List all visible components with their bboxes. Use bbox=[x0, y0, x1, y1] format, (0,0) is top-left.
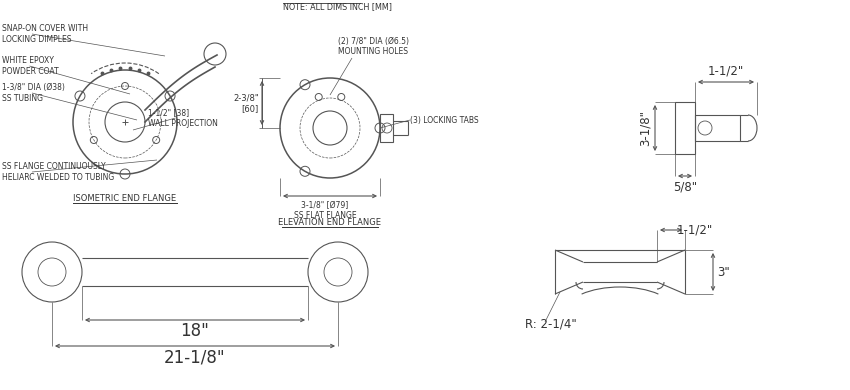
Text: R: 2-1/4": R: 2-1/4" bbox=[525, 317, 577, 330]
Text: SNAP-ON COVER WITH
LOCKING DIMPLES: SNAP-ON COVER WITH LOCKING DIMPLES bbox=[2, 24, 88, 44]
Text: SS FLANGE CONTINUOUSLY
HELIARC WELDED TO TUBING: SS FLANGE CONTINUOUSLY HELIARC WELDED TO… bbox=[2, 162, 114, 182]
Text: 3": 3" bbox=[717, 266, 730, 278]
Text: 18": 18" bbox=[180, 322, 209, 340]
Text: 1-1/2" [38]
WALL PROJECTION: 1-1/2" [38] WALL PROJECTION bbox=[148, 108, 218, 128]
Bar bbox=[675, 102, 695, 154]
Text: 1-1/2": 1-1/2" bbox=[677, 223, 713, 236]
Bar bbox=[380, 114, 393, 142]
Text: (3) LOCKING TABS: (3) LOCKING TABS bbox=[410, 115, 479, 124]
Text: 5/8": 5/8" bbox=[673, 180, 697, 193]
Text: NOTE: ALL DIMS INCH [MM]: NOTE: ALL DIMS INCH [MM] bbox=[283, 2, 392, 11]
Text: 3-1/8" [Ø79]
SS FLAT FLANGE: 3-1/8" [Ø79] SS FLAT FLANGE bbox=[294, 201, 356, 220]
Text: 21-1/8": 21-1/8" bbox=[164, 348, 226, 366]
Text: 1-1/2": 1-1/2" bbox=[708, 65, 744, 78]
Text: 2-3/8"
[60]: 2-3/8" [60] bbox=[234, 93, 259, 113]
Text: WHITE EPOXY
POWDER COAT: WHITE EPOXY POWDER COAT bbox=[2, 56, 59, 76]
Text: 1-3/8" DIA (Ø38)
SS TUBING: 1-3/8" DIA (Ø38) SS TUBING bbox=[2, 83, 65, 103]
Bar bbox=[695, 115, 740, 141]
Text: (2) 7/8" DIA (Ø6.5)
MOUNTING HOLES: (2) 7/8" DIA (Ø6.5) MOUNTING HOLES bbox=[338, 37, 409, 56]
Text: ISOMETRIC END FLANGE: ISOMETRIC END FLANGE bbox=[73, 194, 177, 203]
Text: 3-1/8": 3-1/8" bbox=[639, 110, 652, 146]
Text: ELEVATION END FLANGE: ELEVATION END FLANGE bbox=[279, 218, 382, 227]
